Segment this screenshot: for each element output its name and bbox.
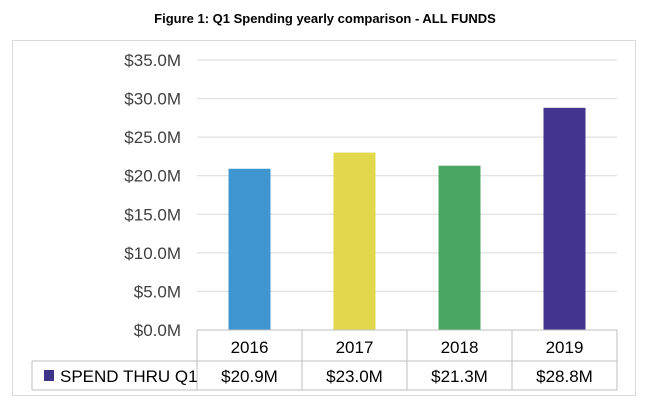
series-name: SPEND THRU Q1 [60, 367, 198, 386]
data-table-value: $28.8M [536, 367, 593, 386]
y-tick-label: $30.0M [124, 90, 181, 109]
data-table-value: $21.3M [431, 367, 488, 386]
y-tick-label: $5.0M [134, 282, 181, 301]
bar-2017 [333, 152, 376, 330]
y-tick-label: $0.0M [134, 321, 181, 340]
bar-2016 [228, 168, 271, 330]
data-table-value: $20.9M [221, 367, 278, 386]
y-tick-label: $20.0M [124, 167, 181, 186]
x-category-label: 2018 [441, 338, 479, 357]
y-tick-label: $25.0M [124, 128, 181, 147]
y-tick-label: $35.0M [124, 51, 181, 70]
bar-2018 [438, 165, 481, 330]
x-category-label: 2017 [336, 338, 374, 357]
data-table-value: $23.0M [326, 367, 383, 386]
x-category-label: 2019 [546, 338, 584, 357]
chart-title: Figure 1: Q1 Spending yearly comparison … [154, 11, 496, 26]
y-tick-label: $15.0M [124, 205, 181, 224]
bar-2019 [543, 107, 586, 330]
chart-frame [12, 40, 636, 396]
x-category-label: 2016 [231, 338, 269, 357]
legend-key-spend-thru-q1 [44, 370, 54, 381]
y-tick-label: $10.0M [124, 244, 181, 263]
